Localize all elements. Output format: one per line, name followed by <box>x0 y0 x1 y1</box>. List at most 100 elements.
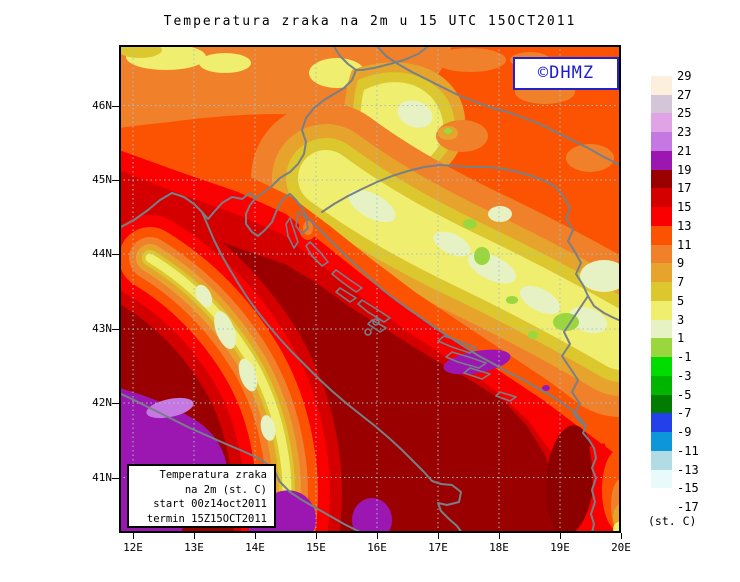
map-frame <box>119 45 621 533</box>
colorbar-box-25-27 <box>651 94 672 114</box>
y-axis-tick <box>112 105 119 107</box>
coastline-italy-adriatic <box>201 211 463 533</box>
colorbar-box-9-11 <box>651 244 672 264</box>
field-alps-dkyellow <box>119 45 162 58</box>
colorbar-box--11--9 <box>651 432 672 451</box>
colorbar-tick-label: 23 <box>677 125 692 140</box>
x-axis-label: 20E <box>611 541 631 554</box>
x-axis-tick <box>194 533 195 539</box>
y-axis-tick <box>112 403 119 405</box>
border-hungary-croatia <box>375 45 621 167</box>
border-sava-croatia-bosnia <box>321 164 557 213</box>
map-area: .f29{fill:#fcefdc} .s29{stroke:#fcefdc;f… <box>119 45 621 533</box>
colorbar-tick-label: 27 <box>677 87 692 102</box>
border-montenegro <box>561 295 589 427</box>
info-line: termin 15Z15OCT2011 <box>146 512 267 525</box>
colorbar-tick-label: -17 <box>677 500 699 514</box>
x-axis-tick <box>316 533 317 539</box>
border-slovenia-croatia <box>255 69 357 199</box>
colorbar-box--13--11 <box>651 450 672 470</box>
colorbar-box--7--5 <box>651 394 672 414</box>
field-sea-darkest <box>545 425 595 533</box>
colorbar-box--1-1 <box>651 338 672 358</box>
colorbar-tick-label: 15 <box>677 200 692 215</box>
x-axis-label: 12E <box>123 541 143 554</box>
colorbar-box-21-23 <box>651 132 672 151</box>
colorbar-box-23-25 <box>651 113 672 133</box>
colorbar-box-3-5 <box>651 300 672 320</box>
x-axis-tick <box>621 533 622 539</box>
colorbar-tick-label: -5 <box>677 387 692 402</box>
lat-lon-grid <box>119 45 621 533</box>
temperature-contour-map: .f29{fill:#fcefdc} .s29{stroke:#fcefdc;f… <box>119 45 621 533</box>
colorbar-tick-label: 13 <box>677 218 692 233</box>
field-albania-bands <box>589 443 621 533</box>
y-axis-label: 42N <box>92 396 112 410</box>
colorbar-box--17--15 <box>651 488 672 507</box>
colorbar-tick-label: -3 <box>677 368 692 383</box>
colorbar-tick-label: -1 <box>677 350 692 365</box>
y-axis-label: 44N <box>92 247 112 261</box>
y-axis-tick <box>112 328 119 330</box>
x-axis-label: 16E <box>367 541 387 554</box>
x-axis-label: 14E <box>245 541 265 554</box>
colorbar-tick-label: 25 <box>677 106 692 121</box>
colorbar-box--15--13 <box>651 469 672 489</box>
info-line: start 00z14oct2011 <box>153 498 267 510</box>
colorbar-tick-label: 17 <box>677 181 692 196</box>
y-axis-label: 45N <box>92 172 112 186</box>
colorbar-box-17-19 <box>651 169 672 189</box>
colorbar-box-13-15 <box>651 207 672 226</box>
colorbar-tick-label: -13 <box>677 462 699 477</box>
y-axis-tick <box>112 179 119 181</box>
colorbar-box--5--3 <box>651 375 672 395</box>
colorbar-tick-label: 19 <box>677 162 692 177</box>
border-alps <box>332 45 431 71</box>
dhmz-logo: ©DHMZ <box>513 57 619 90</box>
border-drina <box>555 186 621 322</box>
colorbar-tick-label: 7 <box>677 275 685 290</box>
x-axis-label: 15E <box>306 541 326 554</box>
y-axis-label: 46N <box>92 98 112 112</box>
colorbar-tick-label: 1 <box>677 331 685 346</box>
x-axis-tick <box>438 533 439 539</box>
colorbar <box>651 76 672 507</box>
colorbar-tick-label: 9 <box>677 256 685 271</box>
colorbar-box-27-29 <box>651 76 672 95</box>
x-axis-label: 18E <box>489 541 509 554</box>
coastline-north-adriatic <box>119 192 597 533</box>
figure-title: Temperatura zraka na 2m u 15 UTC 15OCT20… <box>163 14 577 29</box>
x-axis-label: 17E <box>428 541 448 554</box>
colorbar-unit-label: (st. C) <box>648 514 697 528</box>
colorbar-tick-label: 3 <box>677 312 685 327</box>
colorbar-tick-label: 29 <box>677 69 692 83</box>
colorbar-tick-label: -9 <box>677 425 692 440</box>
colorbar-box-7-9 <box>651 263 672 283</box>
x-axis-label: 19E <box>550 541 570 554</box>
x-axis-tick <box>255 533 256 539</box>
colorbar-box--3--1 <box>651 357 672 376</box>
x-axis-label: 13E <box>184 541 204 554</box>
field-alps-yellow <box>199 53 251 73</box>
colorbar-tick-label: 5 <box>677 293 685 308</box>
colorbar-tick-label: 11 <box>677 237 692 252</box>
x-axis-tick <box>560 533 561 539</box>
colorbar-box-11-13 <box>651 225 672 245</box>
colorbar-box-19-21 <box>651 150 672 170</box>
colorbar-box-5-7 <box>651 282 672 301</box>
info-line: Temperatura zraka <box>159 469 267 481</box>
x-axis-tick <box>377 533 378 539</box>
field-slovenia-pale <box>397 100 433 128</box>
x-axis-tick <box>133 533 134 539</box>
colorbar-box-15-17 <box>651 188 672 208</box>
y-axis-tick <box>112 254 119 256</box>
colorbar-box--9--7 <box>651 413 672 433</box>
adriatic-islands <box>285 211 517 402</box>
y-axis-label: 43N <box>92 321 112 335</box>
forecast-info-box: Temperatura zraka na 2m (st. C) start 00… <box>127 464 276 528</box>
x-axis-tick <box>499 533 500 539</box>
info-line: na 2m (st. C) <box>184 483 267 496</box>
colorbar-tick-label: -11 <box>677 443 699 458</box>
y-axis-tick <box>112 477 119 479</box>
